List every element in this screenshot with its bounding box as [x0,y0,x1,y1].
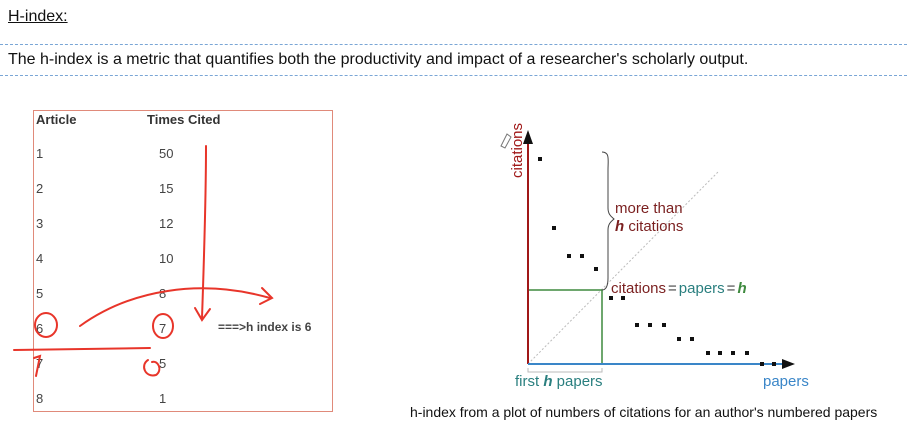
paper-point [567,254,571,258]
paper-point [706,351,710,355]
first-word: first [515,373,544,390]
article-cell: 5 [36,286,44,301]
graph-caption: h-index from a plot of numbers of citati… [410,404,878,420]
paper-point [731,351,735,355]
paper-point [621,296,625,300]
hand-seven [33,354,42,377]
times-cited-cell: 15 [159,181,174,196]
paper-point [718,351,722,355]
paper-point [648,323,652,327]
description-text: The h-index is a metric that quantifies … [8,51,749,68]
paper-point [552,226,556,230]
paper-point [580,254,584,258]
h-citations-label: h citations [615,218,683,235]
more-than-label: more than [615,200,683,217]
circle-7 [152,313,174,339]
citation-table [33,110,333,412]
times-cited-cell: 8 [159,286,167,301]
paper-point [635,323,639,327]
times-cited-cell: 1 [159,391,167,406]
article-cell: 8 [36,391,44,406]
eq-papers: papers [678,280,725,297]
times-cited-cell: 7 [159,321,167,336]
paper-point [609,296,613,300]
brace [601,151,615,291]
article-cell: 1 [36,146,44,161]
paper-point [745,351,749,355]
times-cited-cell: 5 [159,356,167,371]
pencil-icon [500,133,512,149]
underline-stroke [13,347,151,351]
hand-five [143,359,161,377]
paper-point [772,362,776,366]
x-axis-label: papers [763,373,809,390]
eq-h: h [737,280,747,297]
citations-word: citations [624,218,684,235]
papers-word: papers [552,373,603,390]
y-axis-arrowhead [523,130,533,144]
article-cell: 6 [36,321,44,336]
curve-arrow [79,287,271,327]
down-arrow-line [201,145,207,319]
header-article: Article [36,112,77,127]
first-h-papers-label: first h papers [515,373,603,390]
times-cited-cell: 10 [159,251,174,266]
curve-arrow-head [259,287,274,305]
paper-point [538,157,542,161]
x-axis-arrowhead [782,359,795,369]
equation-label: citations = papers = h [611,280,747,297]
h-italic: h [615,218,625,235]
circle-6 [34,312,58,338]
paper-point [662,323,666,327]
times-cited-cell: 50 [159,146,174,161]
down-arrow-head [194,307,211,322]
paper-point [760,362,764,366]
description-box [0,44,907,76]
article-cell: 3 [36,216,44,231]
times-cited-cell: 12 [159,216,174,231]
eq-sign-1: = [668,280,677,297]
diagonal-line [527,171,719,365]
page-heading: H-index: [8,8,68,25]
paper-point [594,267,598,271]
header-times-cited: Times Cited [147,112,221,127]
paper-point [690,337,694,341]
eq-citations: citations [611,280,667,297]
h-index-annotation: ===>h index is 6 [218,320,312,334]
bottom-brace [527,368,603,373]
eq-sign-2: = [726,280,736,297]
paper-point [677,337,681,341]
first-h: h [543,373,553,390]
article-cell: 4 [36,251,44,266]
y-axis-label: citations [509,123,526,178]
article-cell: 2 [36,181,44,196]
article-cell: 7 [36,356,44,371]
